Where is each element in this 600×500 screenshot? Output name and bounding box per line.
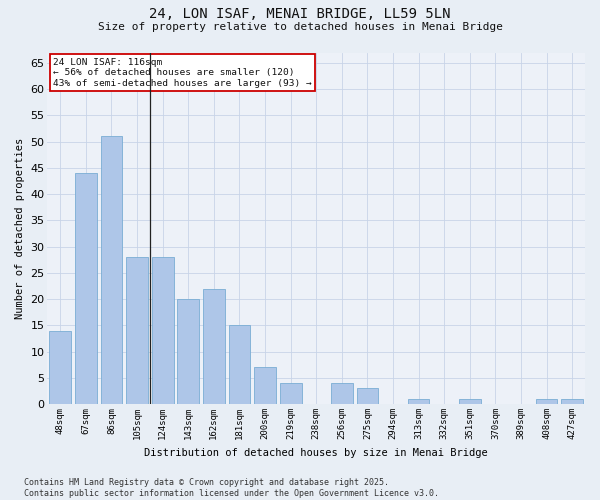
Bar — [408, 399, 430, 404]
Bar — [126, 257, 148, 404]
Text: 24 LON ISAF: 116sqm
← 56% of detached houses are smaller (120)
43% of semi-detac: 24 LON ISAF: 116sqm ← 56% of detached ho… — [53, 58, 311, 88]
Bar — [203, 288, 225, 404]
Bar — [536, 399, 557, 404]
Bar — [280, 383, 302, 404]
Bar — [459, 399, 481, 404]
Y-axis label: Number of detached properties: Number of detached properties — [15, 138, 25, 319]
Text: 24, LON ISAF, MENAI BRIDGE, LL59 5LN: 24, LON ISAF, MENAI BRIDGE, LL59 5LN — [149, 8, 451, 22]
Bar — [356, 388, 379, 404]
Bar — [254, 368, 276, 404]
Bar — [178, 299, 199, 404]
Bar — [101, 136, 122, 404]
Bar — [152, 257, 173, 404]
Bar — [331, 383, 353, 404]
Text: Size of property relative to detached houses in Menai Bridge: Size of property relative to detached ho… — [97, 22, 503, 32]
Text: Contains HM Land Registry data © Crown copyright and database right 2025.
Contai: Contains HM Land Registry data © Crown c… — [24, 478, 439, 498]
Bar — [562, 399, 583, 404]
X-axis label: Distribution of detached houses by size in Menai Bridge: Distribution of detached houses by size … — [145, 448, 488, 458]
Bar — [75, 173, 97, 404]
Bar — [229, 326, 250, 404]
Bar — [49, 330, 71, 404]
